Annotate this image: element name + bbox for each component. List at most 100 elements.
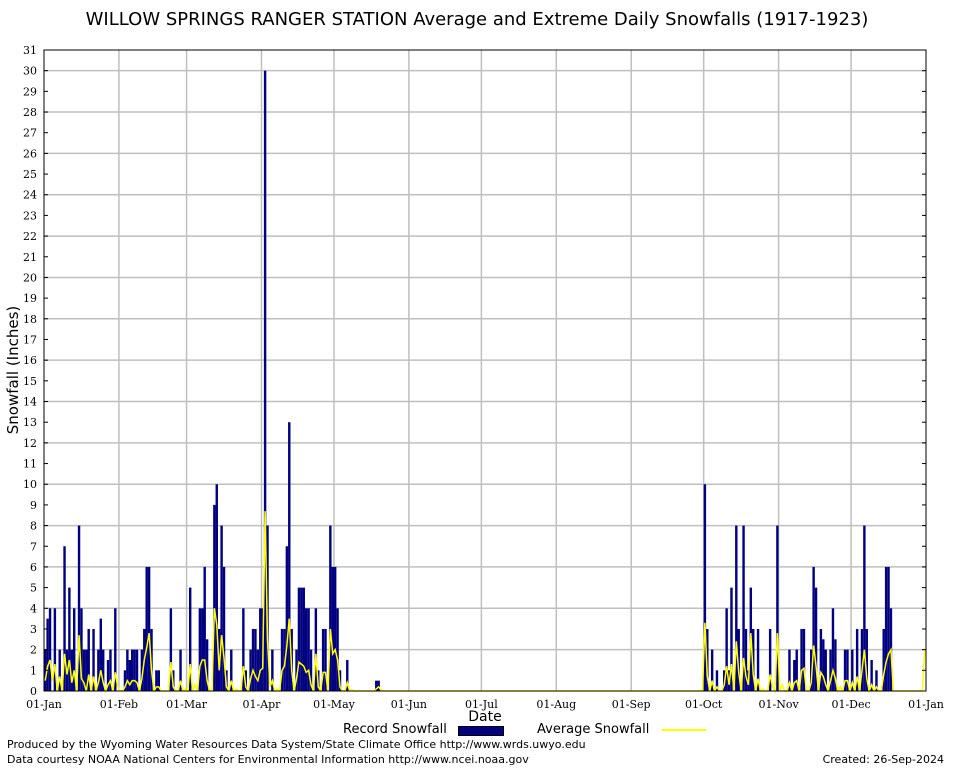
record-bar bbox=[814, 587, 818, 691]
record-bar bbox=[331, 566, 334, 691]
grid-layer bbox=[44, 50, 926, 691]
record-bar bbox=[85, 649, 88, 691]
record-bar bbox=[213, 504, 216, 691]
record-bar bbox=[882, 628, 885, 691]
record-bar bbox=[188, 587, 192, 691]
record-bar bbox=[824, 649, 827, 691]
y-tick-label: 0 bbox=[30, 685, 37, 698]
record-bar bbox=[97, 649, 100, 691]
record-bar bbox=[846, 649, 849, 691]
x-tick-label: 01-Jan bbox=[908, 698, 944, 711]
y-tick-label: 13 bbox=[23, 416, 37, 429]
x-tick-label: 01-Dec bbox=[831, 698, 870, 711]
record-bar bbox=[737, 628, 740, 691]
plot-frame bbox=[43, 49, 927, 692]
footer-created: Created: 26-Sep-2024 bbox=[822, 753, 944, 766]
footer-produced-by: Produced by the Wyoming Water Resources … bbox=[7, 738, 586, 751]
y-tick-label: 8 bbox=[30, 520, 37, 533]
record-bar bbox=[77, 525, 81, 691]
record-bar bbox=[742, 525, 745, 691]
record-bar bbox=[203, 566, 206, 691]
record-bar bbox=[68, 587, 71, 691]
record-bar bbox=[875, 670, 878, 691]
y-tick-label: 7 bbox=[30, 540, 37, 553]
y-tick-label: 22 bbox=[23, 230, 37, 243]
y-tick-label: 1 bbox=[30, 664, 37, 677]
x-tick-label: 01-Feb bbox=[100, 698, 138, 711]
y-tick-label: 31 bbox=[23, 44, 37, 57]
record-bar bbox=[851, 649, 854, 691]
record-bar bbox=[725, 608, 728, 691]
y-tick-label: 17 bbox=[23, 333, 37, 346]
record-bar bbox=[259, 608, 262, 691]
record-bars bbox=[44, 70, 893, 691]
y-tick-label: 2 bbox=[30, 644, 37, 657]
record-bar bbox=[251, 628, 255, 691]
record-bar bbox=[314, 608, 318, 691]
y-tick-label: 18 bbox=[23, 313, 37, 326]
y-tick-label: 16 bbox=[23, 354, 37, 367]
record-bar bbox=[215, 484, 218, 691]
y-tick-label: 12 bbox=[23, 437, 37, 450]
record-bar bbox=[53, 608, 57, 691]
record-bar bbox=[865, 628, 869, 691]
record-bar bbox=[222, 566, 226, 691]
y-tick-label: 4 bbox=[30, 602, 37, 615]
record-bar bbox=[321, 628, 325, 691]
record-bar bbox=[263, 70, 267, 691]
record-bar bbox=[285, 546, 289, 691]
record-bar bbox=[87, 628, 90, 691]
record-bar bbox=[336, 608, 339, 691]
tick-labels: 0123456789101112131415161718192021222324… bbox=[23, 44, 944, 711]
record-bar bbox=[329, 525, 332, 691]
record-bar bbox=[829, 649, 832, 691]
record-bar bbox=[730, 587, 733, 691]
record-bar bbox=[855, 628, 859, 691]
record-bar bbox=[309, 649, 313, 691]
record-bar bbox=[377, 680, 380, 691]
record-bar bbox=[133, 649, 136, 691]
record-bar bbox=[280, 628, 284, 691]
record-bar bbox=[860, 628, 864, 691]
record-bar bbox=[843, 649, 847, 691]
record-bar bbox=[114, 608, 117, 691]
y-tick-label: 14 bbox=[23, 396, 37, 409]
x-tick-label: 01-Jan bbox=[26, 698, 62, 711]
record-bar bbox=[70, 649, 73, 691]
record-bar bbox=[220, 525, 223, 691]
record-bar bbox=[744, 628, 748, 691]
record-bar bbox=[46, 618, 49, 691]
record-bar bbox=[106, 659, 110, 691]
record-bar bbox=[788, 649, 791, 691]
y-tick-label: 5 bbox=[30, 582, 37, 595]
record-bar bbox=[72, 608, 76, 691]
record-bar bbox=[99, 618, 102, 691]
record-bar bbox=[768, 628, 772, 691]
record-bar bbox=[140, 649, 144, 691]
record-bar bbox=[802, 628, 806, 691]
record-bar bbox=[249, 649, 252, 691]
record-bar bbox=[58, 649, 61, 691]
record-bar bbox=[822, 639, 825, 691]
record-bar bbox=[819, 628, 823, 691]
y-tick-label: 25 bbox=[23, 168, 37, 181]
record-bar bbox=[147, 566, 151, 691]
average-snowfall-line bbox=[44, 511, 926, 694]
record-bar bbox=[230, 649, 233, 691]
record-bar bbox=[300, 587, 303, 691]
y-tick-label: 27 bbox=[23, 127, 37, 140]
record-bar bbox=[810, 649, 813, 691]
y-tick-label: 26 bbox=[23, 147, 37, 160]
record-bar bbox=[870, 659, 873, 691]
record-bar bbox=[887, 566, 890, 691]
x-tick-label: 01-Sep bbox=[612, 698, 651, 711]
record-bar bbox=[831, 608, 835, 691]
record-bar bbox=[92, 628, 95, 691]
record-bar bbox=[271, 649, 274, 691]
legend-record-swatch bbox=[458, 726, 504, 736]
y-axis-label: Snowfall (Inches) bbox=[4, 306, 22, 434]
record-bar bbox=[205, 639, 209, 691]
legend: Record Snowfall Average Snowfall bbox=[0, 722, 954, 738]
record-bar bbox=[776, 525, 779, 691]
